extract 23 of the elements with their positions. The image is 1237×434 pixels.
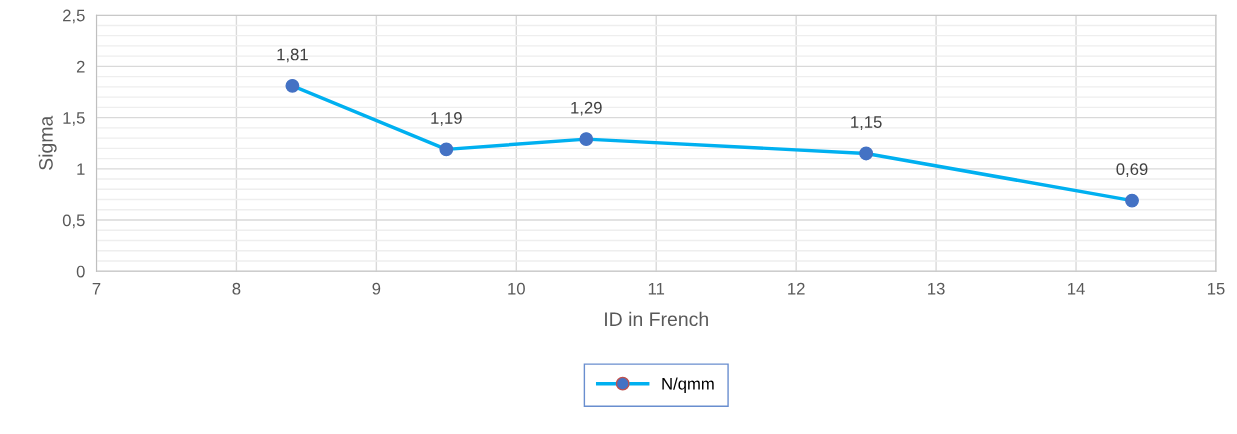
- x-tick-label: 9: [372, 282, 381, 295]
- y-tick-label: 0,5: [62, 214, 85, 229]
- legend-label: N/qmm: [662, 377, 714, 393]
- x-tick-label: 13: [928, 282, 945, 295]
- y-tick-label: 1: [77, 163, 85, 175]
- y-tick-label: 2: [76, 60, 85, 73]
- data-label: 1,15: [851, 116, 882, 130]
- x-tick-label: 14: [1068, 282, 1085, 295]
- x-tick-label: 11: [648, 282, 665, 295]
- data-label: 1,29: [571, 101, 602, 116]
- x-tick-label: 15: [1207, 282, 1225, 295]
- x-tick-label: 7: [92, 282, 101, 295]
- x-axis-title: ID in French: [605, 311, 708, 327]
- data-label: 0,69: [1116, 163, 1148, 178]
- x-tick-label: 8: [232, 282, 241, 295]
- y-axis-title: Sigma: [38, 115, 57, 170]
- x-tick-label: 10: [508, 282, 525, 295]
- y-tick-label: 2,5: [63, 9, 85, 24]
- data-label: 1,19: [431, 112, 462, 126]
- y-tick-label: 0: [76, 265, 85, 278]
- x-tick-label: 12: [788, 282, 805, 295]
- y-tick-label: 1,5: [63, 112, 85, 126]
- data-label: 1,81: [277, 48, 308, 63]
